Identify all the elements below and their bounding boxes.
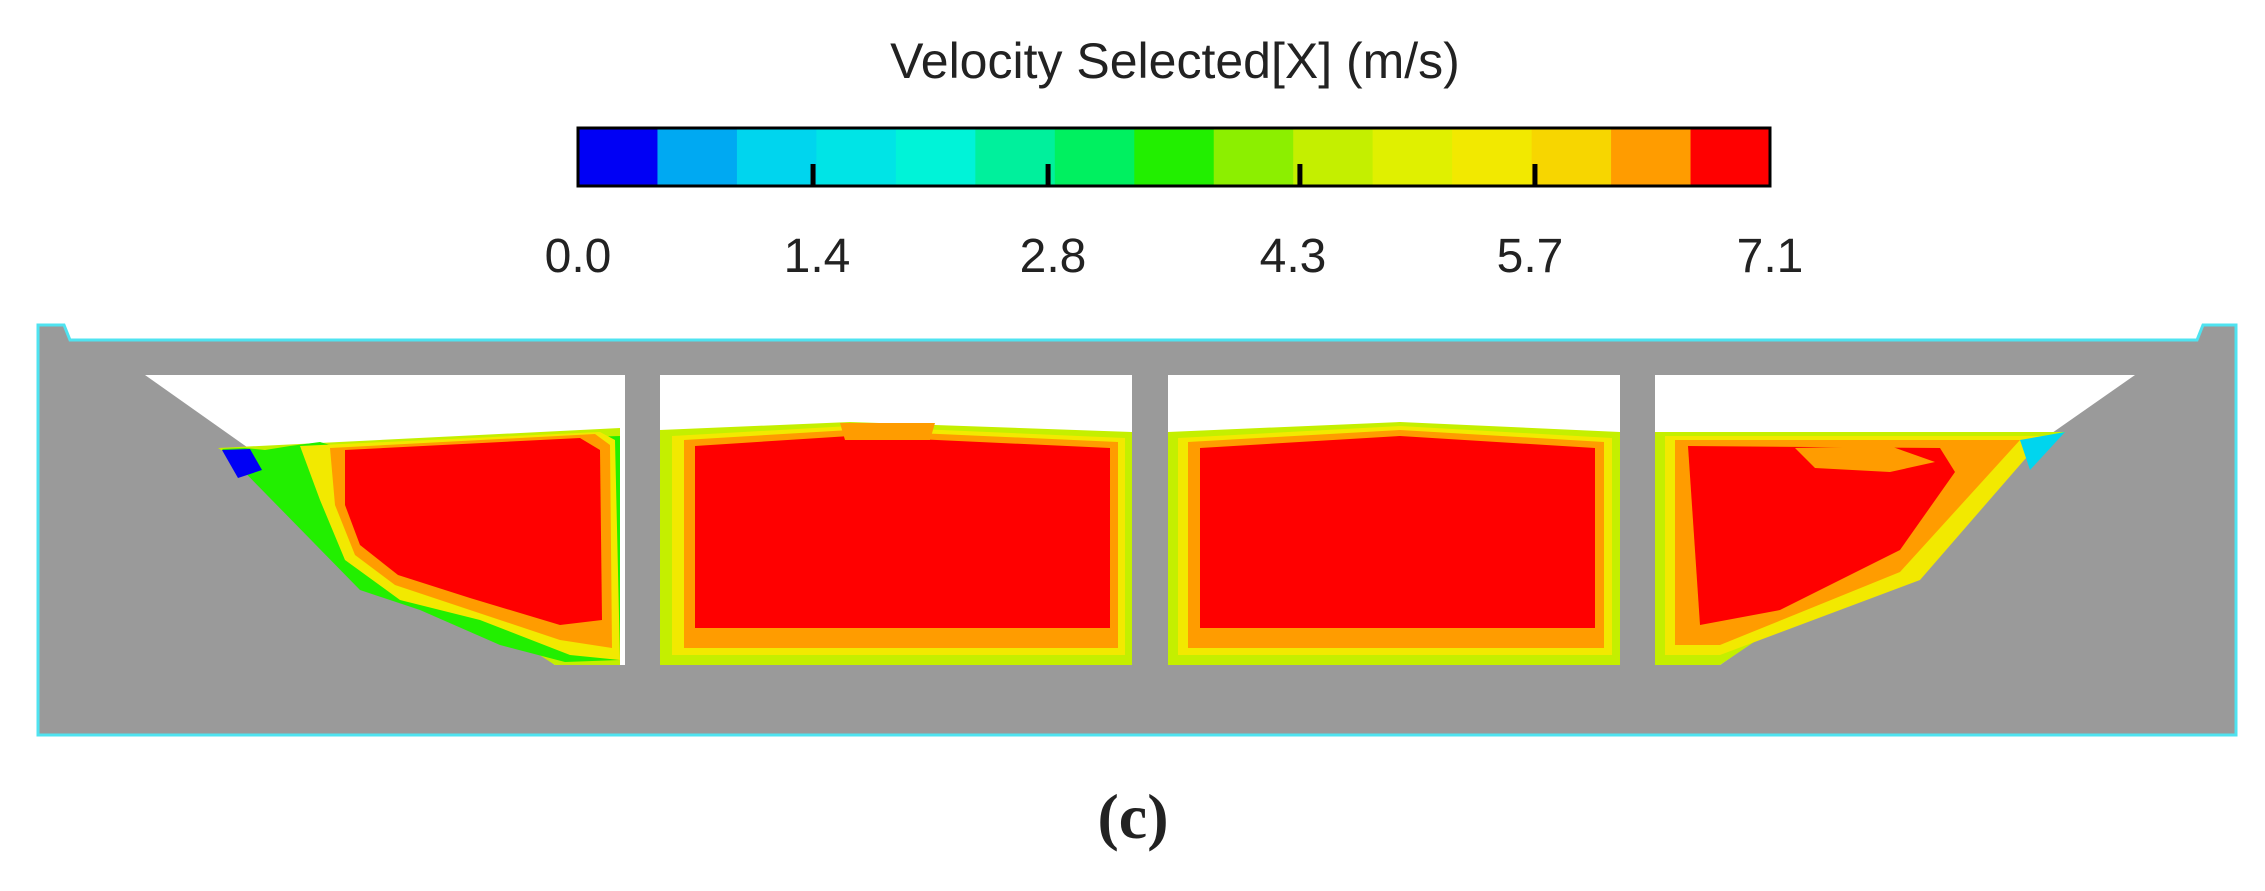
colorbar-band <box>657 128 738 186</box>
colorbar-band <box>1293 128 1374 186</box>
colorbar-band <box>1690 128 1771 186</box>
colorbar-band <box>1611 128 1692 186</box>
legend-title: Velocity Selected[X] (m/s) <box>890 33 1460 89</box>
velocity-cell-1 <box>218 428 620 665</box>
colorbar-band <box>816 128 897 186</box>
colorbar-band <box>1134 128 1215 186</box>
colorbar <box>578 128 1771 186</box>
colorbar-ticks <box>810 164 1538 186</box>
pier-1 <box>625 368 660 668</box>
tick-label-5: 7.1 <box>1737 230 1804 283</box>
pier-2 <box>1132 368 1168 668</box>
tick-label-3: 4.3 <box>1260 230 1327 283</box>
velocity-cell-3 <box>1168 422 1620 665</box>
colorbar-band <box>736 128 817 186</box>
colorbar-band <box>1452 128 1533 186</box>
colorbar-band <box>1054 128 1135 186</box>
velocity-cell-4 <box>1655 432 2065 665</box>
tick-label-0: 0.0 <box>545 230 612 283</box>
figure-caption: (c) <box>1097 781 1168 852</box>
tick-label-4: 5.7 <box>1497 230 1564 283</box>
colorbar-band <box>895 128 976 186</box>
velocity-cell-2 <box>660 422 1132 665</box>
colorbar-band <box>578 128 659 186</box>
pier-3 <box>1620 368 1655 668</box>
colorbar-band <box>1372 128 1453 186</box>
colorbar-band <box>1213 128 1294 186</box>
tick-label-1: 1.4 <box>784 230 851 283</box>
colorbar-band <box>975 128 1056 186</box>
colorbar-band <box>1531 128 1612 186</box>
colorbar-border <box>576 126 1772 188</box>
tick-label-2: 2.8 <box>1020 230 1087 283</box>
